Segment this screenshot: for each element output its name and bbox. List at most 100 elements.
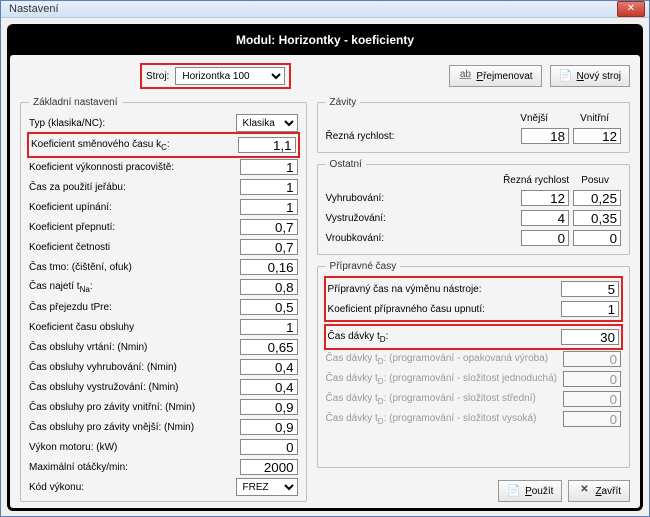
kc-highlight: Koeficient směnového času kC: [27,132,300,158]
r10-label: Koeficient času obsluhy [29,322,234,333]
prip-r2-input[interactable] [561,329,619,345]
r11-label: Čas obsluhy vrtání: (Nmin) [29,342,234,353]
r4-label: Koeficient upínání: [29,202,234,213]
row-kc: Koeficient směnového času kC: [31,135,296,155]
row-type: Typ (klasika/NC): Klasika [29,113,298,133]
zavity-outer-input[interactable] [521,128,569,144]
r14-label: Čas obsluhy pro závity vnitřní: (Nmin) [29,402,234,413]
r12-label: Čas obsluhy vyhrubování: (Nmin) [29,362,234,373]
r16-input[interactable] [240,439,298,455]
new-machine-button[interactable]: Nový stroj [550,65,630,87]
h-feed: Posuv [581,175,609,186]
prip-r4-input [563,371,621,387]
ost-r0-v1[interactable] [521,190,569,206]
left-column: Základní nastavení Typ (klasika/NC): Kla… [20,97,307,502]
apply-button[interactable]: Použít [498,480,562,502]
type-select[interactable]: Klasika [236,114,298,132]
close-button[interactable]: Zavřít [568,480,630,502]
r4-input[interactable] [240,199,298,215]
machine-select[interactable]: Horizontka 100 [175,67,285,85]
settings-window: Nastavení ✕ Modul: Horizontky - koeficie… [0,0,650,517]
ost-r1-v2[interactable] [573,210,621,226]
r11-input[interactable] [240,339,298,355]
content-area: Stroj: Horizontka 100 Přejmenovat Nový s… [10,55,640,508]
apply-icon [507,484,521,498]
machine-label: Stroj: [146,71,169,82]
prip-r4-label: Čas dávky tD: (programování - složitost … [326,373,557,386]
r3-input[interactable] [240,179,298,195]
close-x-icon [577,484,591,498]
code-select[interactable]: FREZ [236,478,298,496]
h-outer: Vnější [520,113,548,124]
threads-group: Závity Vnější Vnitřní Řezná rychlost: [317,97,630,153]
r14-input[interactable] [240,399,298,415]
columns: Základní nastavení Typ (klasika/NC): Kla… [20,97,630,502]
ost-r2-v2[interactable] [573,230,621,246]
module-header: Modul: Horizontky - koeficienty [10,27,640,55]
ost-r2-v1[interactable] [521,230,569,246]
rename-button[interactable]: Přejmenovat [449,65,541,87]
zavity-r0-label: Řezná rychlost: [326,131,517,142]
r15-label: Čas obsluhy pro závity vnější: (Nmin) [29,422,234,433]
type-label: Typ (klasika/NC): [29,118,230,129]
r5-label: Koeficient přepnutí: [29,222,234,233]
r13-label: Čas obsluhy vystružování: (Nmin) [29,382,234,393]
ost-r1-label: Vystružování: [326,213,517,224]
r10-input[interactable] [240,319,298,335]
r15-input[interactable] [240,419,298,435]
r5-input[interactable] [240,219,298,235]
titlebar: Nastavení ✕ [1,1,649,18]
prip-r5-label: Čas dávky tD: (programování - složitost … [326,393,557,406]
window-title: Nastavení [5,3,617,15]
machine-selector-box: Stroj: Horizontka 100 [140,63,291,89]
threads-legend: Závity [326,97,361,108]
ost-r0-v2[interactable] [573,190,621,206]
ost-r2-label: Vroubkování: [326,233,517,244]
prip-r6-input [563,411,621,427]
module-panel: Modul: Horizontky - koeficienty Stroj: H… [7,24,643,511]
prip-r1-label: Koeficient přípravného času upnutí: [328,304,555,315]
r8-input[interactable] [240,279,298,295]
r17-label: Maximální otáčky/min: [29,462,234,473]
h-inner: Vnitřní [580,113,609,124]
prip-r1-input[interactable] [561,301,619,317]
rename-icon [458,69,472,83]
prip-r3-label: Čas dávky tD: (programování - opakovaná … [326,353,557,366]
prip-r5-input [563,391,621,407]
ost-r0-label: Vyhrubování: [326,193,517,204]
r9-input[interactable] [240,299,298,315]
machine-toolbar: Stroj: Horizontka 100 Přejmenovat Nový s… [20,63,630,89]
r9-label: Čas přejezdu tPre: [29,302,234,313]
prep-highlight-td: Čas dávky tD: [324,324,623,350]
kc-input[interactable] [238,137,296,153]
basic-legend: Základní nastavení [29,97,122,108]
r6-label: Koeficient četnosti [29,242,234,253]
r13-input[interactable] [240,379,298,395]
h-speed: Řezná rychlost [503,175,569,186]
footer-buttons: Použít Zavřít [317,474,630,502]
r12-input[interactable] [240,359,298,375]
ost-r1-v1[interactable] [521,210,569,226]
other-legend: Ostatní [326,159,366,170]
right-column: Závity Vnější Vnitřní Řezná rychlost: Ost… [317,97,630,502]
zavity-inner-input[interactable] [573,128,621,144]
r18-label: Kód výkonu: [29,482,230,493]
rename-label: řejmenovat [483,71,532,82]
prep-times-group: Přípravné časy Přípravný čas na výměnu n… [317,261,630,468]
close-icon[interactable]: ✕ [617,1,645,17]
prip-r3-input [563,351,621,367]
r2-input[interactable] [240,159,298,175]
new-machine-label: ový stroj [584,71,621,82]
prep-highlight-top: Přípravný čas na výměnu nástroje: Koefic… [324,276,623,322]
r17-input[interactable] [240,459,298,475]
basic-settings-group: Základní nastavení Typ (klasika/NC): Kla… [20,97,307,502]
prip-r6-label: Čas dávky tD: (programování - složitost … [326,413,557,426]
prip-r2-label: Čas dávky tD: [328,331,555,344]
r3-label: Čas za použití jeřábu: [29,182,234,193]
prip-r0-input[interactable] [561,281,619,297]
document-icon [559,69,573,83]
r7-input[interactable] [240,259,298,275]
r8-label: Čas najetí tNa: [29,281,234,294]
r6-input[interactable] [240,239,298,255]
kc-label: Koeficient směnového času kC: [31,139,232,152]
